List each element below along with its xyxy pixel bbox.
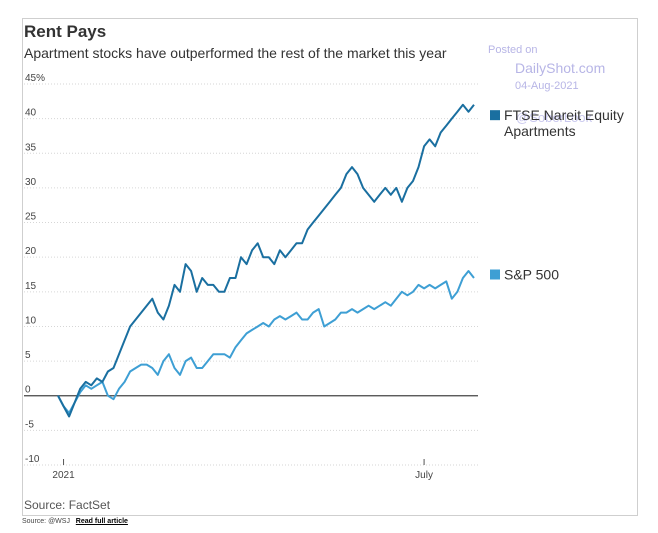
x-tick-label: 2021 (52, 470, 75, 481)
y-tick-label: 15 (25, 281, 37, 292)
legend-swatch (490, 110, 500, 121)
y-tick-label: 25 (25, 212, 37, 223)
y-tick-label: 40 (25, 108, 37, 119)
watermark-handle: @SoberLook (516, 110, 593, 125)
watermark-site: DailyShot.com (515, 60, 606, 76)
series-line-ftse (57, 103, 475, 418)
credit-source: Source: @WSJ (22, 518, 70, 525)
y-tick-label: 10 (25, 315, 37, 326)
watermark-posted-on: Posted on (488, 44, 538, 56)
legend-label: Apartments (504, 123, 576, 139)
legend-label: S&P 500 (504, 267, 559, 283)
page-credit: Source: @WSJ Read full article (22, 518, 128, 525)
y-tick-label: 45% (25, 73, 45, 84)
chart-title: Rent Pays (24, 22, 107, 41)
legend-label: FTSE Nareit Equity (504, 107, 624, 123)
x-tick-label: July (415, 470, 433, 481)
y-tick-label: -10 (25, 454, 40, 465)
read-full-article-link[interactable]: Read full article (75, 518, 128, 525)
chart-subtitle: Apartment stocks have outperformed the r… (24, 45, 447, 61)
chart-frame (22, 18, 638, 516)
y-tick-label: 30 (25, 177, 37, 188)
watermark-date: 04-Aug-2021 (515, 80, 579, 92)
y-tick-label: -5 (25, 419, 34, 430)
y-tick-label: 35 (25, 142, 37, 153)
series-line-sp500 (57, 270, 475, 414)
y-tick-label: 20 (25, 246, 37, 257)
y-tick-label: 0 (25, 385, 31, 396)
chart-source: Source: FactSet (24, 498, 111, 512)
y-tick-label: 5 (25, 350, 31, 361)
legend-swatch (490, 269, 500, 280)
